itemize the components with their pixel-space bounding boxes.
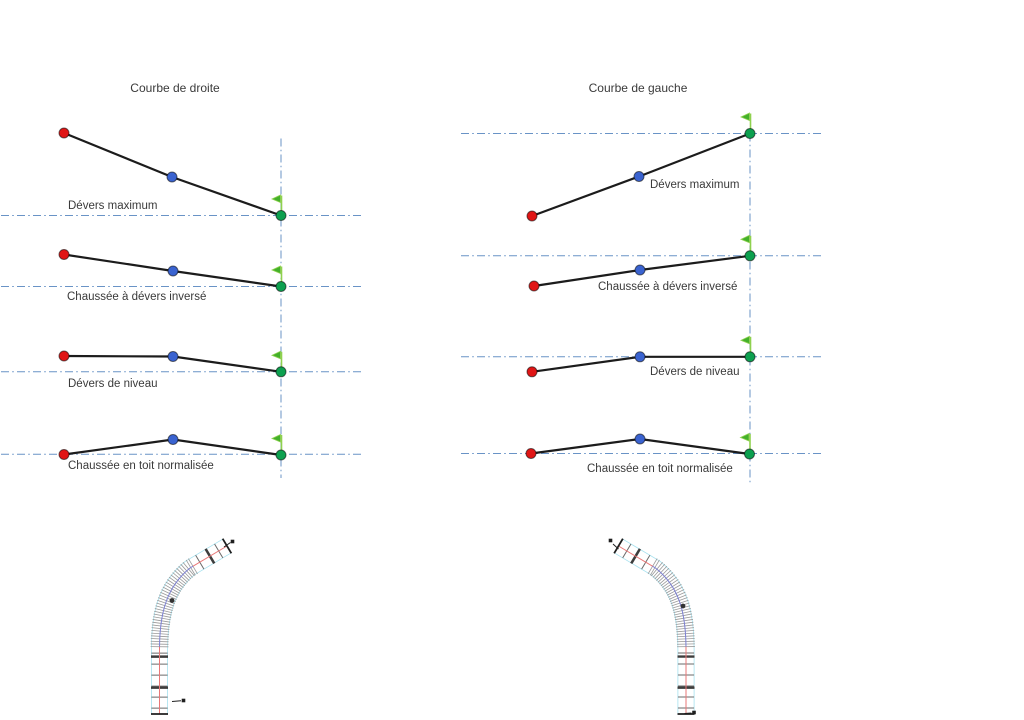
profile-label-devers-inverse-droite: Chaussée à dévers inversé: [67, 291, 207, 303]
green-point: [744, 128, 756, 139]
profile-label-devers-maximum-droite: Dévers maximum: [68, 200, 158, 212]
panel-title-courbe-de-gauche: Courbe de gauche: [588, 81, 688, 95]
green-point: [744, 448, 755, 460]
blue-point: [634, 351, 646, 363]
blue-point: [167, 434, 179, 445]
green-point: [744, 351, 756, 363]
road-end-bar: [221, 538, 233, 554]
station-end-glyph: [181, 698, 186, 703]
blue-point: [633, 171, 645, 182]
station-end-tick: [223, 542, 231, 548]
green-point: [744, 250, 756, 262]
station-marker-dot: [680, 603, 686, 609]
station-end-glyph: [230, 539, 235, 544]
red-point: [58, 449, 70, 460]
flag-icon: [271, 350, 281, 360]
flag-icon: [740, 112, 750, 122]
blue-point: [634, 433, 646, 445]
blue-point: [166, 171, 178, 183]
green-point: [275, 281, 287, 292]
red-point: [58, 350, 70, 362]
flag-icon: [739, 432, 750, 442]
station-end-tick: [612, 543, 619, 550]
blue-point: [167, 265, 179, 277]
flag-icon: [740, 335, 750, 345]
red-point: [525, 448, 537, 459]
red-point: [58, 249, 70, 260]
panel-title-courbe-de-droite: Courbe de droite: [130, 81, 220, 95]
blue-point: [634, 264, 646, 276]
red-point: [526, 210, 538, 222]
panel-courbe-de-gauche: [461, 112, 822, 483]
green-point: [275, 366, 287, 378]
panel-courbe-de-droite: [1, 127, 363, 478]
flag-icon: [271, 265, 281, 275]
profile-label-devers-niveau-droite: Dévers de niveau: [68, 378, 158, 390]
road-centerline-curve: [159, 545, 228, 714]
red-point: [58, 127, 70, 139]
profile-label-toit-normalisee-droite: Chaussée en toit normalisée: [68, 460, 214, 472]
profile-label-devers-niveau-gauche: Dévers de niveau: [650, 366, 740, 378]
road-plan-left-curve: [608, 538, 696, 715]
red-point: [526, 366, 538, 378]
station-marker-dot: [169, 598, 175, 603]
station-end-glyph: [692, 710, 696, 715]
flag-icon: [271, 194, 281, 204]
red-point: [528, 280, 540, 292]
station-end-tick: [684, 712, 692, 714]
flag-icon: [740, 234, 750, 244]
road-plan-right-curve: [150, 538, 235, 715]
flag-icon: [271, 433, 281, 443]
road-end-bar: [613, 538, 624, 554]
profile-label-devers-maximum-gauche: Dévers maximum: [650, 179, 740, 191]
blue-point: [167, 351, 179, 362]
profile-label-devers-inverse-gauche: Chaussée à dévers inversé: [598, 281, 738, 293]
station-end-tick: [171, 700, 182, 702]
road-centerline-curve: [618, 545, 687, 714]
green-point: [275, 210, 287, 221]
profile-label-toit-normalisee-gauche: Chaussée en toit normalisée: [587, 463, 733, 475]
station-end-glyph: [608, 538, 613, 543]
green-point: [275, 449, 287, 461]
